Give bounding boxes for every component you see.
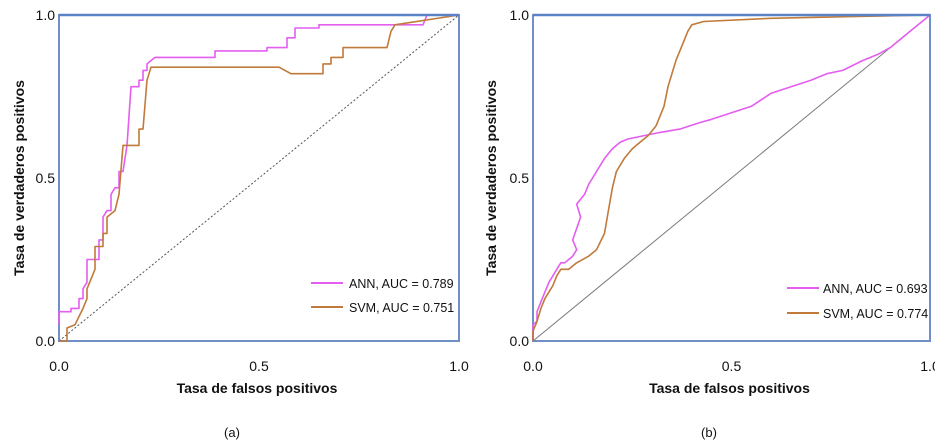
roc-panel-b: 0.0 0.5 1.0 0.0 0.5 1.0 Tasa de falsos positiv… bbox=[483, 7, 935, 440]
x-tick-label: 1.0 bbox=[449, 358, 469, 374]
x-axis-label: Tasa de falsos positivos bbox=[649, 380, 810, 396]
x-tick-label: 0.0 bbox=[49, 358, 69, 374]
x-axis-label: Tasa de falsos positivos bbox=[177, 380, 338, 396]
panel-caption: (b) bbox=[701, 425, 717, 440]
y-axis-label: Tasa de verdaderos positivos bbox=[483, 80, 499, 276]
x-tick-label: 0.5 bbox=[722, 358, 742, 374]
x-tick-label: 1.0 bbox=[920, 358, 935, 374]
legend-label-ann: ANN, AUC = 0.693 bbox=[823, 282, 928, 296]
y-tick-label: 1.0 bbox=[36, 7, 56, 23]
y-tick-label: 0.5 bbox=[36, 170, 56, 186]
y-tick-label: 0.0 bbox=[510, 333, 530, 349]
y-axis-label: Tasa de verdaderos positivos bbox=[11, 80, 27, 276]
x-tick-label: 0.5 bbox=[249, 358, 269, 374]
series-line-svm bbox=[59, 14, 460, 342]
legend-label-svm: SVM, AUC = 0.751 bbox=[349, 301, 454, 315]
x-tick-label: 0.0 bbox=[523, 358, 543, 374]
roc-panel-a: 0.0 0.5 1.0 0.0 0.5 1.0 Tasa de falsos positiv… bbox=[11, 7, 469, 440]
y-tick-label: 0.5 bbox=[510, 170, 530, 186]
series-line-ann bbox=[532, 14, 931, 341]
panel-caption: (a) bbox=[224, 425, 240, 440]
plot-frame bbox=[58, 14, 460, 342]
y-tick-label: 1.0 bbox=[510, 7, 530, 23]
legend-label-svm: SVM, AUC = 0.774 bbox=[823, 307, 928, 321]
series-line-svm bbox=[532, 14, 931, 341]
legend-label-ann: ANN, AUC = 0.789 bbox=[349, 277, 454, 291]
chance-diagonal-line bbox=[532, 14, 931, 342]
y-tick-label: 0.0 bbox=[36, 333, 56, 349]
